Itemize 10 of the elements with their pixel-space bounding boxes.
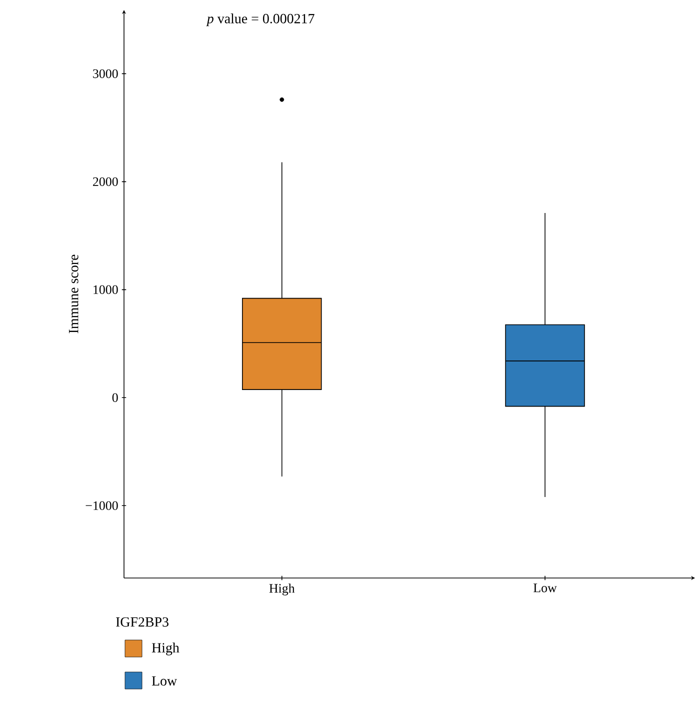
- legend-title: IGF2BP3: [116, 617, 168, 627]
- y-tick-label: 0: [112, 393, 118, 402]
- y-tick-label: −1000: [86, 501, 118, 510]
- y-tick-label: 1000: [94, 285, 118, 294]
- y-tick-label: 2000: [93, 177, 118, 186]
- y-axis-title: Immune score: [69, 254, 78, 334]
- legend-label: High: [152, 642, 180, 656]
- annotation: p value = 0.000217: [206, 14, 314, 26]
- legend-label: Low: [152, 676, 178, 686]
- y-tick-label: 3000: [93, 69, 118, 78]
